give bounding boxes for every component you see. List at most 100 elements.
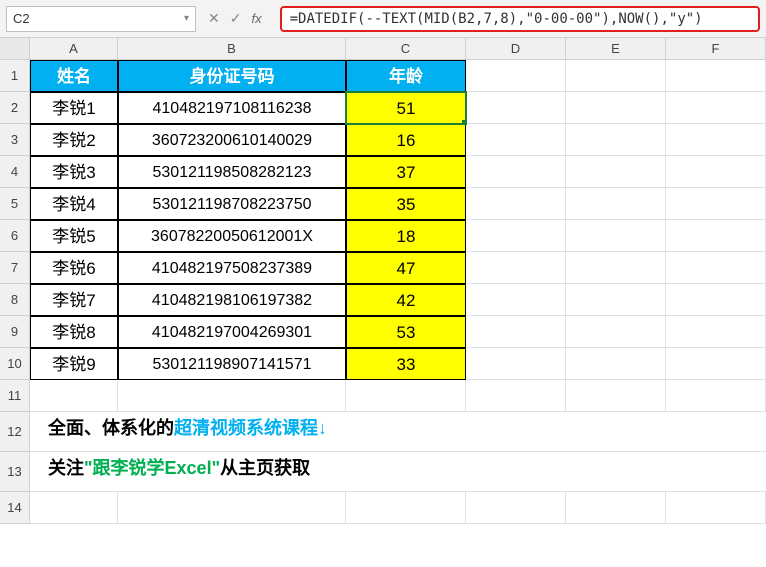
cell[interactable]: [30, 492, 118, 524]
row-header-12[interactable]: 12: [0, 412, 30, 452]
cell[interactable]: [666, 124, 766, 156]
cell-id[interactable]: 530121198708223750: [118, 188, 346, 220]
cell-age[interactable]: 37: [346, 156, 466, 188]
col-header-b[interactable]: B: [118, 38, 346, 60]
row-header-1[interactable]: 1: [0, 60, 30, 92]
cell[interactable]: [466, 188, 566, 220]
cell-name[interactable]: 李锐5: [30, 220, 118, 252]
cell[interactable]: [566, 60, 666, 92]
row-header-9[interactable]: 9: [0, 316, 30, 348]
row-header-11[interactable]: 11: [0, 380, 30, 412]
header-cell-id[interactable]: 身份证号码: [118, 60, 346, 92]
cell[interactable]: [118, 380, 346, 412]
cell-age[interactable]: 42: [346, 284, 466, 316]
row-header-10[interactable]: 10: [0, 348, 30, 380]
cell[interactable]: [666, 188, 766, 220]
select-all-corner[interactable]: [0, 38, 30, 60]
cell[interactable]: [466, 124, 566, 156]
cell-name[interactable]: 李锐1: [30, 92, 118, 124]
header-cell-name[interactable]: 姓名: [30, 60, 118, 92]
cell[interactable]: [466, 316, 566, 348]
cell[interactable]: [30, 380, 118, 412]
cell-name[interactable]: 李锐4: [30, 188, 118, 220]
promo-line-2[interactable]: 关注"跟李锐学Excel"从主页获取: [30, 452, 766, 492]
cell[interactable]: [346, 380, 466, 412]
cell[interactable]: [666, 284, 766, 316]
cell-name[interactable]: 李锐7: [30, 284, 118, 316]
row-header-2[interactable]: 2: [0, 92, 30, 124]
row-header-3[interactable]: 3: [0, 124, 30, 156]
cell-name[interactable]: 李锐8: [30, 316, 118, 348]
row-header-13[interactable]: 13: [0, 452, 30, 492]
cell[interactable]: [566, 492, 666, 524]
cell-name[interactable]: 李锐6: [30, 252, 118, 284]
fx-icon[interactable]: fx: [251, 11, 267, 26]
row-header-5[interactable]: 5: [0, 188, 30, 220]
promo-line-1[interactable]: 全面、体系化的超清视频系统课程↓: [30, 412, 766, 452]
row-header-4[interactable]: 4: [0, 156, 30, 188]
cell[interactable]: [566, 220, 666, 252]
cell-id[interactable]: 410482197004269301: [118, 316, 346, 348]
row-header-6[interactable]: 6: [0, 220, 30, 252]
col-header-f[interactable]: F: [666, 38, 766, 60]
cell[interactable]: [666, 60, 766, 92]
cell[interactable]: [466, 92, 566, 124]
col-header-e[interactable]: E: [566, 38, 666, 60]
cell-id[interactable]: 36078220050612001X: [118, 220, 346, 252]
header-cell-age[interactable]: 年龄: [346, 60, 466, 92]
cell-age-selected[interactable]: 51: [346, 92, 466, 124]
cell[interactable]: [466, 284, 566, 316]
cell[interactable]: [666, 92, 766, 124]
cell-id[interactable]: 410482197108116238: [118, 92, 346, 124]
cell[interactable]: [666, 252, 766, 284]
cell[interactable]: [566, 252, 666, 284]
confirm-icon[interactable]: ✓: [230, 10, 242, 27]
cell[interactable]: [566, 380, 666, 412]
cell[interactable]: [346, 492, 466, 524]
cell[interactable]: [566, 284, 666, 316]
cell-age[interactable]: 35: [346, 188, 466, 220]
cell[interactable]: [466, 220, 566, 252]
cell[interactable]: [666, 348, 766, 380]
cell-id[interactable]: 410482198106197382: [118, 284, 346, 316]
cell-age[interactable]: 16: [346, 124, 466, 156]
col-header-a[interactable]: A: [30, 38, 118, 60]
cell[interactable]: [666, 492, 766, 524]
cell-name[interactable]: 李锐9: [30, 348, 118, 380]
cell[interactable]: [466, 492, 566, 524]
cell[interactable]: [666, 156, 766, 188]
col-header-c[interactable]: C: [346, 38, 466, 60]
cell-name[interactable]: 李锐2: [30, 124, 118, 156]
fill-handle[interactable]: [462, 120, 466, 124]
cell-age[interactable]: 47: [346, 252, 466, 284]
cell[interactable]: [466, 156, 566, 188]
cell[interactable]: [466, 252, 566, 284]
cell[interactable]: [566, 316, 666, 348]
cell-age[interactable]: 18: [346, 220, 466, 252]
row-header-8[interactable]: 8: [0, 284, 30, 316]
cell[interactable]: [566, 124, 666, 156]
col-header-d[interactable]: D: [466, 38, 566, 60]
cell[interactable]: [466, 348, 566, 380]
row-header-14[interactable]: 14: [0, 492, 30, 524]
cell-id[interactable]: 360723200610140029: [118, 124, 346, 156]
cell[interactable]: [466, 60, 566, 92]
cell[interactable]: [566, 92, 666, 124]
cell[interactable]: [666, 220, 766, 252]
name-box[interactable]: C2 ▾: [6, 6, 196, 32]
cell[interactable]: [566, 348, 666, 380]
cell-id[interactable]: 410482197508237389: [118, 252, 346, 284]
cell-id[interactable]: 530121198907141571: [118, 348, 346, 380]
cell[interactable]: [666, 380, 766, 412]
formula-input[interactable]: =DATEDIF(--TEXT(MID(B2,7,8),"0-00-00"),N…: [280, 6, 760, 32]
cell-age[interactable]: 53: [346, 316, 466, 348]
cell[interactable]: [118, 492, 346, 524]
cell[interactable]: [566, 188, 666, 220]
cell-age[interactable]: 33: [346, 348, 466, 380]
cell[interactable]: [666, 316, 766, 348]
cell[interactable]: [466, 380, 566, 412]
cancel-icon[interactable]: ✕: [208, 10, 220, 27]
cell-name[interactable]: 李锐3: [30, 156, 118, 188]
name-box-dropdown-icon[interactable]: ▾: [184, 13, 189, 24]
cell-id[interactable]: 530121198508282123: [118, 156, 346, 188]
